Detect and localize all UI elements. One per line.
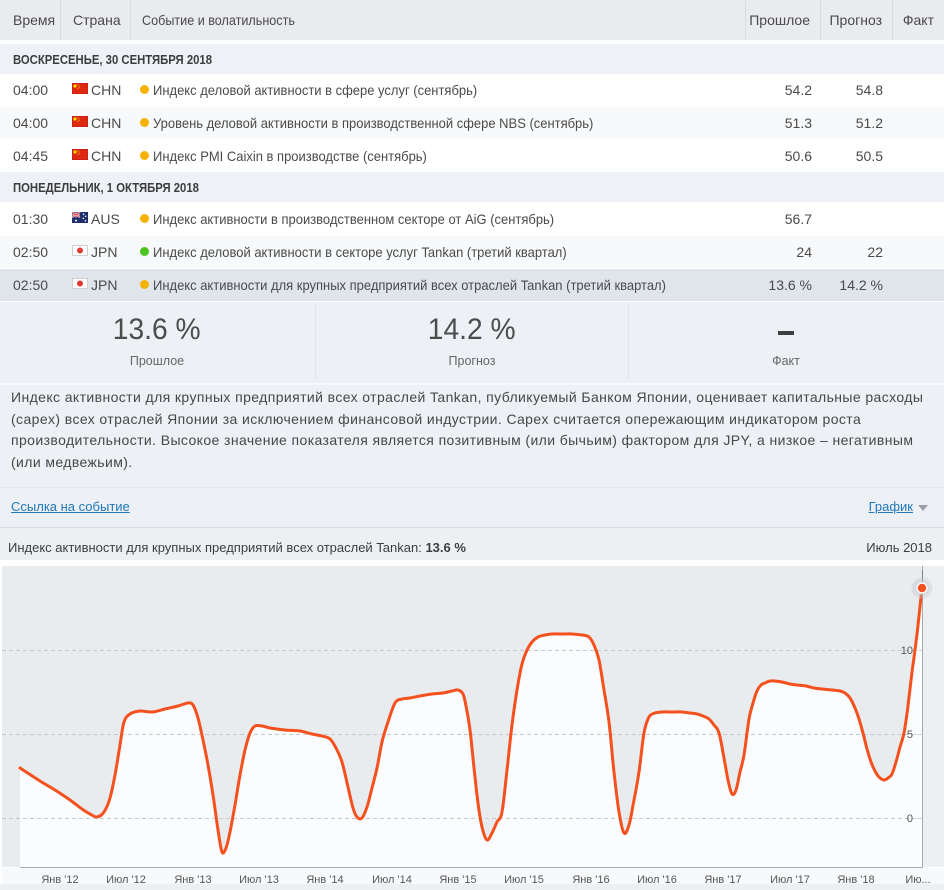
svg-text:Янв '15: Янв '15 — [439, 874, 476, 886]
svg-text:Янв '18: Янв '18 — [837, 874, 874, 886]
svg-text:Июл '16: Июл '16 — [637, 874, 677, 886]
svg-text:Янв '13: Янв '13 — [174, 874, 211, 886]
svg-text:Июл '13: Июл '13 — [239, 874, 279, 886]
svg-text:Июл '14: Июл '14 — [372, 874, 412, 886]
svg-text:Янв '17: Янв '17 — [704, 874, 741, 886]
svg-text:Июл '17: Июл '17 — [770, 874, 810, 886]
svg-text:0: 0 — [907, 813, 913, 825]
svg-text:10: 10 — [901, 645, 913, 657]
svg-text:Июл '15: Июл '15 — [504, 874, 544, 886]
svg-text:Янв '14: Янв '14 — [306, 874, 343, 886]
svg-text:Янв '16: Янв '16 — [572, 874, 609, 886]
svg-text:5: 5 — [907, 729, 913, 741]
svg-text:Июл '12: Июл '12 — [106, 874, 146, 886]
svg-text:Янв '12: Янв '12 — [41, 874, 78, 886]
svg-text:Ию...: Ию... — [905, 874, 930, 886]
